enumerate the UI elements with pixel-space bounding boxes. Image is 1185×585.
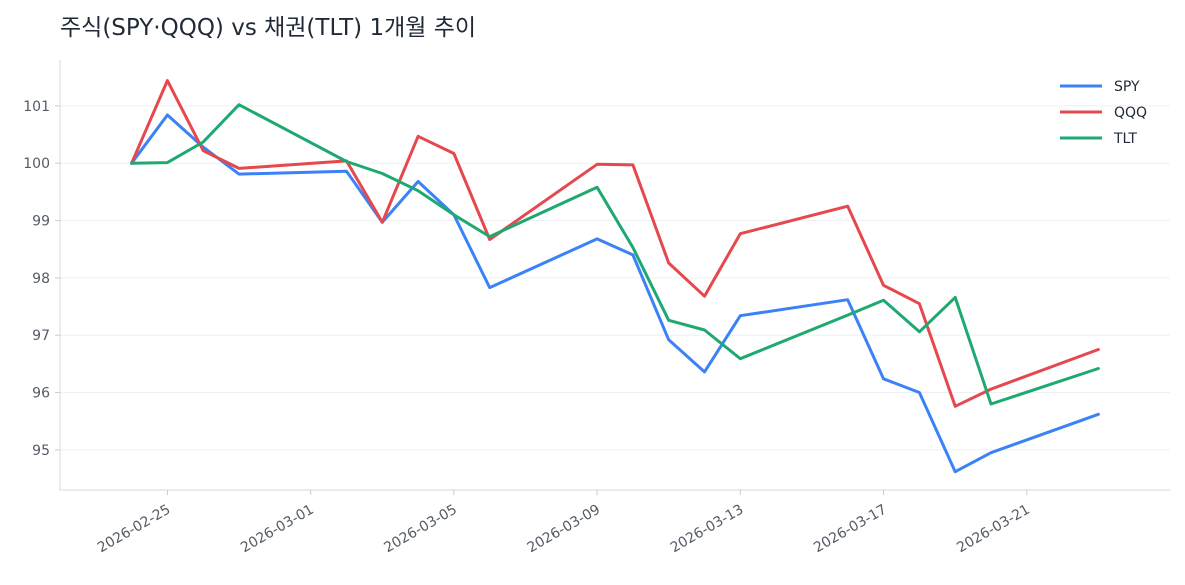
x-tick-label: 2026-02-25	[95, 502, 173, 557]
y-tick-label: 95	[32, 443, 50, 459]
legend: SPY QQQ TLT	[1060, 79, 1147, 147]
series-line-qqq	[130, 79, 1100, 408]
y-tick-label: 97	[32, 328, 50, 344]
legend-label-spy: SPY	[1114, 79, 1140, 95]
series-line-spy	[130, 113, 1100, 474]
legend-label-qqq: QQQ	[1114, 105, 1147, 121]
chart-title: 주식(SPY·QQQ) vs 채권(TLT) 1개월 추이	[60, 15, 477, 41]
axes	[59, 60, 1170, 491]
y-tick-label: 96	[32, 386, 50, 402]
y-tick-label: 99	[32, 214, 50, 230]
x-ticks: 2026-02-25 2026-03-01 2026-03-05 2026-03-09…	[95, 490, 1033, 556]
y-tick-label: 101	[23, 99, 50, 115]
x-tick-label: 2026-03-13	[668, 502, 746, 557]
series-line-tlt	[130, 103, 1100, 406]
y-ticks: 95 96 97 98 99 100 101	[23, 99, 60, 459]
y-tick-label: 98	[32, 271, 50, 287]
x-tick-label: 2026-03-17	[811, 502, 889, 557]
series-lines	[130, 79, 1100, 474]
x-tick-label: 2026-03-05	[381, 502, 459, 557]
gridlines	[60, 105, 1170, 451]
x-tick-label: 2026-03-21	[954, 502, 1032, 557]
legend-label-tlt: TLT	[1113, 131, 1137, 147]
x-tick-label: 2026-03-01	[238, 502, 316, 557]
x-tick-label: 2026-03-09	[525, 502, 603, 557]
y-tick-label: 100	[23, 156, 50, 172]
